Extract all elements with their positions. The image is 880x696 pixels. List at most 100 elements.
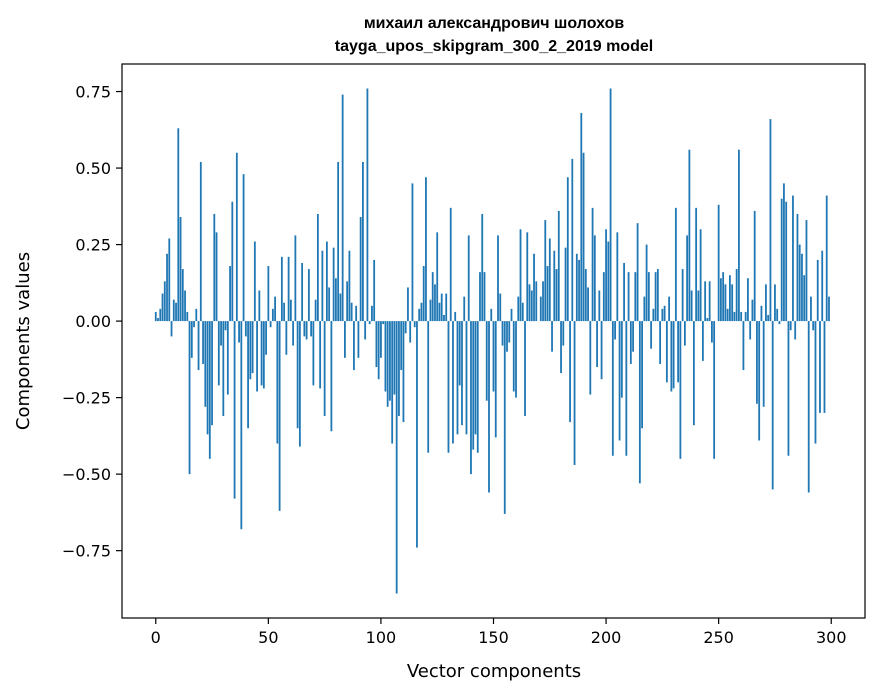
- bar-component-57: [283, 302, 286, 322]
- bar-component-231: [674, 207, 677, 322]
- bar-component-272: [767, 314, 770, 322]
- bar-component-219: [647, 272, 650, 322]
- bar-component-52: [271, 308, 274, 322]
- x-tick-label: 100: [366, 628, 397, 647]
- bar-component-247: [711, 321, 713, 343]
- bar-component-42: [249, 321, 252, 380]
- bar-component-3: [161, 293, 164, 322]
- bar-component-36: [235, 152, 238, 322]
- bar-component-107: [395, 321, 398, 594]
- y-tick-label: −0.75: [62, 542, 111, 561]
- bar-component-39: [242, 174, 245, 322]
- plot-area-frame: [121, 63, 866, 619]
- bar-component-97: [373, 259, 376, 322]
- bar-component-248: [713, 321, 716, 459]
- bar-component-257: [733, 311, 736, 322]
- bar-component-112: [407, 287, 409, 322]
- bar-component-230: [672, 321, 675, 389]
- bar-component-242: [699, 229, 702, 322]
- bar-component-20: [199, 161, 202, 322]
- bar-component-277: [778, 321, 781, 325]
- bar-component-234: [681, 269, 684, 322]
- bar-component-225: [661, 308, 664, 322]
- bar-component-137: [463, 296, 466, 322]
- bar-component-5: [166, 253, 168, 322]
- bar-component-65: [301, 262, 304, 322]
- y-axis: −0.75 −0.50 −0.25 0.00 0.25 0.50 0.75: [62, 83, 122, 561]
- bar-component-250: [717, 204, 720, 322]
- bar-component-258: [735, 269, 738, 322]
- bar-component-254: [726, 308, 729, 322]
- bar-component-40: [244, 321, 247, 337]
- bar-component-233: [679, 321, 682, 459]
- bar-component-291: [810, 296, 812, 322]
- bar-component-285: [796, 213, 799, 322]
- bar-component-74: [321, 250, 324, 322]
- bar-component-135: [458, 321, 461, 386]
- bar-component-10: [177, 128, 180, 322]
- bar-component-251: [720, 278, 722, 322]
- bar-component-119: [422, 266, 425, 322]
- bar-component-263: [747, 278, 749, 322]
- bar-component-213: [634, 272, 637, 322]
- bar-component-177: [553, 250, 556, 322]
- bar-component-13: [184, 290, 186, 322]
- bar-component-118: [420, 302, 423, 322]
- bar-component-30: [222, 321, 225, 416]
- y-axis-label: Components values: [13, 252, 34, 430]
- bar-component-286: [798, 244, 801, 322]
- bar-component-120: [425, 177, 427, 322]
- bar-component-110: [402, 321, 405, 423]
- bar-component-295: [819, 321, 821, 413]
- bar-component-26: [213, 213, 216, 322]
- bar-component-246: [708, 281, 711, 322]
- bar-component-172: [542, 281, 544, 322]
- bar-component-267: [756, 321, 758, 404]
- bar-component-290: [807, 321, 810, 493]
- bar-component-35: [233, 321, 236, 499]
- bar-component-45: [256, 321, 258, 392]
- bar-component-106: [393, 321, 396, 395]
- bar-component-89: [355, 305, 358, 322]
- bar-component-105: [391, 321, 394, 444]
- bar-component-17: [193, 321, 195, 328]
- bar-component-191: [584, 269, 587, 322]
- bar-component-32: [226, 321, 229, 395]
- bar-component-202: [609, 88, 612, 322]
- x-tick-label: 150: [478, 628, 509, 647]
- bar-component-95: [368, 321, 371, 325]
- bar-component-2: [159, 308, 162, 322]
- bar-component-58: [285, 321, 288, 355]
- bar-component-243: [701, 321, 704, 361]
- bar-component-203: [611, 321, 614, 456]
- bar-component-98: [375, 321, 378, 368]
- bar-component-113: [409, 321, 412, 343]
- bar-component-111: [404, 321, 407, 334]
- bar-component-297: [823, 321, 826, 413]
- bar-component-265: [751, 299, 754, 322]
- bar-component-90: [357, 321, 360, 358]
- bar-component-223: [656, 269, 659, 322]
- bar-component-121: [427, 321, 430, 453]
- bar-component-271: [765, 284, 767, 322]
- bar-component-126: [438, 302, 441, 322]
- bar-component-63: [296, 321, 299, 429]
- bar-component-190: [582, 152, 585, 322]
- bar-component-269: [760, 305, 763, 322]
- bar-component-133: [454, 311, 457, 322]
- bar-component-165: [526, 232, 529, 322]
- bar-component-210: [627, 272, 630, 322]
- bar-component-122: [429, 299, 432, 322]
- bar-component-72: [316, 213, 319, 322]
- bar-component-67: [305, 321, 308, 340]
- bar-component-25: [211, 321, 213, 426]
- bar-component-176: [551, 321, 553, 352]
- bar-component-179: [557, 210, 560, 322]
- bar-component-88: [353, 321, 355, 371]
- bar-component-153: [499, 293, 502, 322]
- bar-component-159: [512, 321, 515, 392]
- bar-component-194: [591, 207, 594, 322]
- bar-component-47: [260, 321, 263, 386]
- bar-component-160: [515, 321, 517, 398]
- bar-component-86: [348, 250, 351, 322]
